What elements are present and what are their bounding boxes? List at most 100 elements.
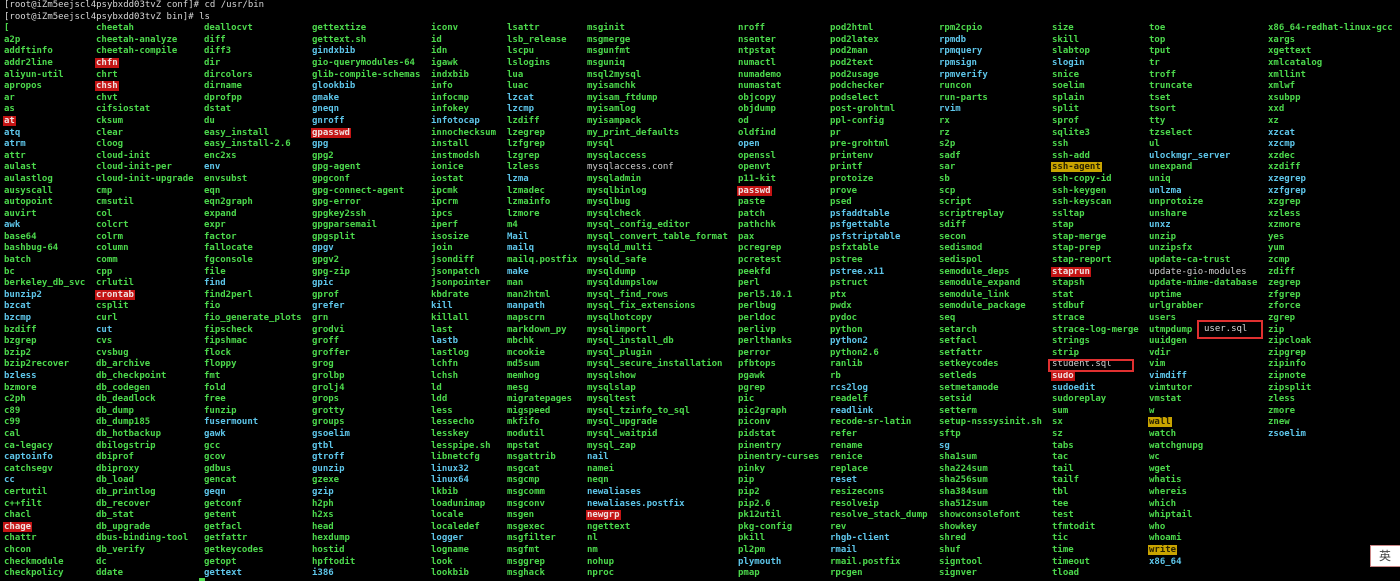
file-entry-exec: pod2man <box>830 46 929 58</box>
file-name: kbdrate <box>431 289 469 300</box>
file-name: msgexec <box>507 521 545 532</box>
file-name: whoami <box>1149 533 1182 544</box>
file-name: c2ph <box>4 394 26 405</box>
file-entry-exec: fio_generate_plots <box>204 313 303 325</box>
file-name: mysqlbinlog <box>587 185 647 196</box>
file-name: grolbp <box>312 371 345 381</box>
file-entry-exec: cheetah <box>96 23 195 35</box>
file-name: perror <box>738 347 771 358</box>
file-name: pgrep <box>738 382 766 393</box>
file-entry-link: readlink <box>830 406 929 418</box>
file-entry-link: vimdiff <box>1149 371 1258 383</box>
file-entry-exec: ntpstat <box>738 46 820 58</box>
file-name: jsonpointer <box>431 278 491 289</box>
file-name: id <box>431 34 442 45</box>
file-entry-exec: xmlcatalog <box>1268 58 1394 70</box>
file-name: w <box>1149 405 1155 416</box>
file-name: perlbug <box>738 301 776 312</box>
file-entry-exec: perror <box>738 348 820 360</box>
file-entry-exec: zfgrep <box>1268 290 1394 302</box>
file-entry-exec: whiptail <box>1149 510 1258 522</box>
file-entry-exec: who <box>1149 522 1258 534</box>
file-entry-exec: pinentry-curses <box>738 452 820 464</box>
file-entry-exec: renice <box>830 452 929 464</box>
file-entry-exec: db_deadlock <box>96 394 195 406</box>
file-name: pmap <box>738 568 760 579</box>
file-entry-exec: mysql_find_rows <box>587 290 729 302</box>
file-name: mysqldump <box>587 266 636 277</box>
file-entry-exec: truncate <box>1149 81 1258 93</box>
file-name: mbchk <box>507 336 535 347</box>
file-entry-exec: tsort <box>1149 104 1258 116</box>
file-entry-exec: pic2graph <box>738 406 820 418</box>
ime-indicator[interactable]: 英 <box>1370 545 1400 567</box>
file-entry-exec: strace-log-merge <box>1052 325 1140 337</box>
file-name: grotty <box>312 405 345 416</box>
file-entry-exec: autopoint <box>4 197 86 209</box>
file-name: nm <box>587 544 598 555</box>
file-name: pinky <box>738 463 766 474</box>
file-name: pkill <box>738 533 766 544</box>
file-name: nsenter <box>738 34 776 45</box>
file-name: dircolors <box>204 69 253 80</box>
file-name: gtbl <box>312 440 334 451</box>
file-name: ptx <box>830 289 847 300</box>
file-name: gpgsplit <box>312 231 356 242</box>
file-entry-exec: db_upgrade <box>96 522 195 534</box>
file-name: gpg-error <box>312 197 361 208</box>
file-entry-exec: python2.6 <box>830 348 929 360</box>
file-name: ca-legacy <box>4 440 53 451</box>
file-entry-link: rvim <box>939 104 1043 116</box>
file-name: ssh-keyscan <box>1052 197 1112 208</box>
file-entry-exec: factor <box>204 232 303 244</box>
file-entry-setuid: staprun <box>1051 266 1140 279</box>
file-name: infokey <box>431 104 469 115</box>
file-name: mysql_zap <box>587 440 636 451</box>
file-name: clear <box>96 127 124 138</box>
file-name: aliyun-util <box>4 69 64 80</box>
file-name: rx <box>939 115 950 126</box>
file-entry-exec: readelf <box>830 394 929 406</box>
file-entry-exec: setup-nsssysinit.sh <box>939 417 1043 429</box>
file-entry-exec: lesskey <box>431 429 497 441</box>
file-name: curl <box>96 313 118 324</box>
file-name: bzip2 <box>4 347 32 358</box>
file-entry-exec: peekfd <box>738 267 820 279</box>
file-name: scriptreplay <box>939 208 1005 219</box>
file-entry-exec: lkbib <box>431 487 497 499</box>
file-name: patch <box>738 208 766 219</box>
file-name: pr <box>830 127 841 138</box>
file-name: pidstat <box>738 428 776 439</box>
file-name: perlthanks <box>738 336 793 347</box>
file-name: gzip <box>312 486 334 497</box>
file-name: dprofpp <box>204 92 242 103</box>
file-name: igawk <box>431 57 459 68</box>
file-entry-exec: clear <box>96 128 195 140</box>
file-entry-exec: getopt <box>204 557 303 569</box>
file-name: gunzip <box>312 463 345 474</box>
file-name: kill <box>431 301 453 312</box>
file-name: setarch <box>939 324 977 335</box>
file-entry-exec: post-grohtml <box>830 104 929 116</box>
file-entry-exec: w <box>1149 406 1258 418</box>
file-name: which <box>1149 498 1177 509</box>
file-name: resolveip <box>830 498 879 509</box>
file-entry-link: ulockmgr_server <box>1149 151 1258 163</box>
file-name: secon <box>939 231 967 242</box>
file-entry-link: rpmdb <box>939 35 1043 47</box>
file-name: reset <box>830 475 858 486</box>
file-entry-exec: perldoc <box>738 313 820 325</box>
ls-column: size skill slabtop slogin snice soelim splain s… <box>1051 23 1140 580</box>
file-entry-exec: dbilogstrip <box>96 441 195 453</box>
file-name: lzdiff <box>507 115 540 126</box>
file-name: semodule_expand <box>939 278 1021 289</box>
file-name: jsondiff <box>431 255 475 266</box>
file-name: mapscrn <box>507 313 545 324</box>
file-name: lzmadec <box>507 185 545 196</box>
file-entry-exec: find2perl <box>204 290 303 302</box>
ls-column: iconv id idn igawk indxbib info infocmp infokey… <box>431 23 497 580</box>
file-entry-exec: tailf <box>1052 475 1140 487</box>
file-name: pwdx <box>830 301 852 312</box>
file-name: tbl <box>1052 486 1069 497</box>
file-name: funzip <box>204 405 237 416</box>
